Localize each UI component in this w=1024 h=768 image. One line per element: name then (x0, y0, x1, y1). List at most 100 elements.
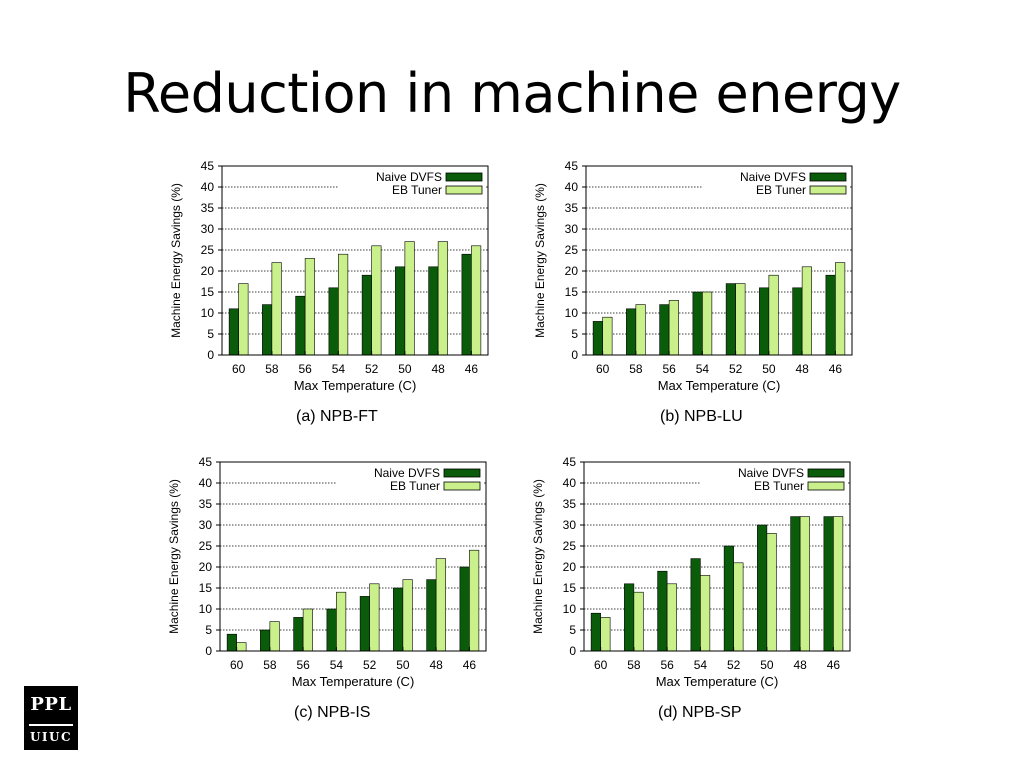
bar-eb-tuner (602, 316, 613, 356)
y-tick-label: 10 (563, 602, 577, 616)
x-tick-label: 54 (694, 658, 708, 672)
legend-label: Naive DVFS (738, 466, 804, 480)
plot-frame (583, 461, 851, 652)
bar-naive-dvfs (590, 612, 601, 652)
logo-top-text: PPL (30, 694, 72, 715)
legend-swatch (443, 481, 481, 491)
plot-frame (219, 461, 487, 652)
bar-eb-tuner (702, 291, 713, 356)
bar-naive-dvfs (461, 253, 472, 356)
x-tick-label: 54 (330, 658, 344, 672)
bar-naive-dvfs (426, 579, 437, 652)
y-tick-label: 25 (563, 539, 577, 553)
bar-eb-tuner (338, 253, 349, 356)
y-axis-label: Machine Energy Savings (%) (167, 479, 181, 634)
bar-naive-dvfs (228, 308, 239, 356)
bar-naive-dvfs (293, 617, 304, 652)
bar-eb-tuner (768, 274, 779, 356)
legend-label: EB Tuner (756, 183, 806, 197)
legend-swatch (809, 185, 847, 195)
bar-eb-tuner (238, 283, 249, 356)
y-tick-label: 45 (199, 455, 213, 469)
bar-eb-tuner (633, 591, 644, 652)
y-tick-label: 45 (201, 159, 215, 173)
bar-eb-tuner (404, 241, 415, 356)
x-tick-label: 56 (662, 362, 676, 376)
y-axis-label: Machine Energy Savings (%) (531, 479, 545, 634)
bar-naive-dvfs (262, 304, 273, 356)
x-tick-label: 48 (793, 658, 807, 672)
legend-swatch (443, 468, 481, 478)
y-tick-label: 0 (207, 348, 214, 362)
legend-swatch (809, 172, 847, 182)
bar-eb-tuner (435, 558, 446, 652)
y-tick-label: 40 (201, 180, 215, 194)
y-tick-label: 5 (571, 327, 578, 341)
bar-naive-dvfs (690, 558, 701, 652)
x-tick-label: 50 (762, 362, 776, 376)
y-tick-label: 0 (569, 644, 576, 658)
x-tick-label: 58 (629, 362, 643, 376)
y-tick-label: 40 (565, 180, 579, 194)
y-tick-label: 10 (199, 602, 213, 616)
bar-eb-tuner (668, 300, 679, 356)
legend-swatch (445, 172, 483, 182)
y-tick-label: 0 (205, 644, 212, 658)
bar-naive-dvfs (659, 304, 670, 356)
x-axis-label: Max Temperature (C) (658, 378, 781, 393)
bar-naive-dvfs (361, 274, 372, 356)
y-tick-label: 20 (201, 264, 215, 278)
legend-label: Naive DVFS (374, 466, 440, 480)
y-tick-label: 15 (565, 285, 579, 299)
y-tick-label: 10 (565, 306, 579, 320)
y-tick-label: 30 (199, 518, 213, 532)
x-tick-label: 52 (729, 362, 743, 376)
x-tick-label: 56 (296, 658, 310, 672)
bar-naive-dvfs (624, 583, 635, 652)
bar-naive-dvfs (459, 566, 470, 652)
bar-eb-tuner (236, 642, 247, 652)
bar-eb-tuner (471, 245, 482, 356)
x-tick-label: 60 (230, 658, 244, 672)
bar-eb-tuner (735, 283, 746, 356)
bar-eb-tuner (700, 575, 711, 652)
bar-eb-tuner (666, 583, 677, 652)
legend-swatch (807, 481, 845, 491)
x-tick-label: 56 (298, 362, 312, 376)
bar-eb-tuner (269, 621, 280, 652)
y-tick-label: 25 (565, 243, 579, 257)
y-tick-label: 25 (199, 539, 213, 553)
x-axis-label: Max Temperature (C) (292, 674, 415, 689)
bar-naive-dvfs (823, 516, 834, 652)
x-axis-label: Max Temperature (C) (656, 674, 779, 689)
bar-naive-dvfs (226, 633, 237, 652)
y-tick-label: 35 (201, 201, 215, 215)
bar-eb-tuner (402, 579, 413, 652)
y-tick-label: 30 (565, 222, 579, 236)
x-tick-label: 60 (596, 362, 610, 376)
x-tick-label: 50 (396, 658, 410, 672)
bar-eb-tuner (833, 516, 844, 652)
bar-naive-dvfs (359, 596, 370, 652)
y-tick-label: 35 (563, 497, 577, 511)
x-tick-label: 50 (398, 362, 412, 376)
legend-swatch (445, 185, 483, 195)
y-tick-label: 25 (201, 243, 215, 257)
legend-swatch (807, 468, 845, 478)
bar-eb-tuner (635, 304, 646, 356)
x-tick-label: 50 (760, 658, 774, 672)
bar-naive-dvfs (626, 308, 637, 356)
bar-naive-dvfs (825, 274, 836, 356)
bar-eb-tuner (302, 608, 313, 652)
x-tick-label: 52 (363, 658, 377, 672)
slide-title: Reduction in machine energy (123, 62, 901, 125)
y-tick-label: 15 (201, 285, 215, 299)
ppl-uiuc-logo: PPL UIUC (24, 686, 78, 750)
bar-naive-dvfs (393, 587, 404, 652)
bar-eb-tuner (766, 533, 777, 652)
bar-eb-tuner (600, 617, 611, 652)
chart-caption: (c) NPB-IS (294, 704, 370, 721)
x-tick-label: 58 (263, 658, 277, 672)
